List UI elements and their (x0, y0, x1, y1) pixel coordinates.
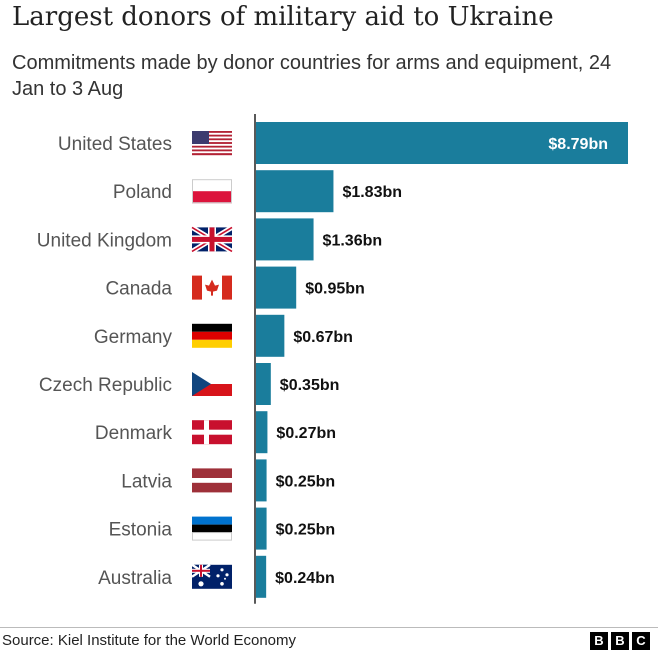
canada-flag-icon (192, 275, 232, 300)
uk-flag-icon (190, 225, 234, 254)
category-label: Germany (94, 327, 173, 348)
bar-chart: United States $8.79bn Poland $1.83bn United … (37, 114, 628, 604)
source-note: Source: Kiel Institute for the World Eco… (2, 632, 297, 649)
germany-flag-icon (192, 323, 232, 348)
category-label: United States (58, 134, 172, 155)
bar (256, 266, 297, 309)
czech-flag-icon (192, 372, 232, 396)
bar (256, 507, 267, 550)
page-title: Largest donors of military aid to Ukrain… (12, 2, 554, 32)
estonia-flag-icon (192, 516, 232, 541)
value-label: $0.25bn (276, 522, 336, 539)
bbc-logo: B B C (590, 632, 650, 650)
footer-divider (0, 627, 658, 628)
value-label: $8.79bn (548, 136, 608, 153)
bar (256, 122, 628, 164)
value-label: $0.24bn (275, 570, 335, 587)
value-label: $0.67bn (293, 329, 353, 346)
value-label: $0.95bn (305, 281, 365, 298)
category-label: Denmark (95, 423, 173, 444)
bbc-logo-letter: C (632, 632, 650, 650)
category-label: Czech Republic (39, 375, 172, 396)
bbc-logo-letter: B (590, 632, 608, 650)
category-label: Australia (98, 568, 172, 589)
bar (256, 170, 334, 213)
denmark-flag-icon (192, 420, 232, 445)
category-label: United Kingdom (37, 230, 172, 251)
latvia-flag-icon (192, 468, 232, 493)
bbc-logo-letter: B (611, 632, 629, 650)
category-label: Latvia (121, 471, 172, 492)
value-label: $0.25bn (276, 473, 336, 490)
category-label: Canada (105, 279, 172, 300)
bar (256, 459, 267, 502)
category-label: Poland (113, 182, 172, 203)
australia-flag-icon (191, 563, 232, 589)
value-label: $0.35bn (280, 377, 340, 394)
page-subtitle: Commitments made by donor countries for … (12, 52, 612, 100)
bar (256, 218, 314, 261)
value-label: $0.27bn (276, 425, 336, 442)
us-flag-icon (192, 131, 232, 156)
bar (256, 363, 271, 405)
bar (256, 314, 285, 357)
value-label: $1.83bn (342, 184, 402, 201)
bar (256, 411, 268, 454)
category-label: Estonia (109, 520, 173, 541)
bar (256, 555, 267, 598)
value-label: $1.36bn (323, 232, 383, 249)
poland-flag-icon (192, 179, 232, 204)
